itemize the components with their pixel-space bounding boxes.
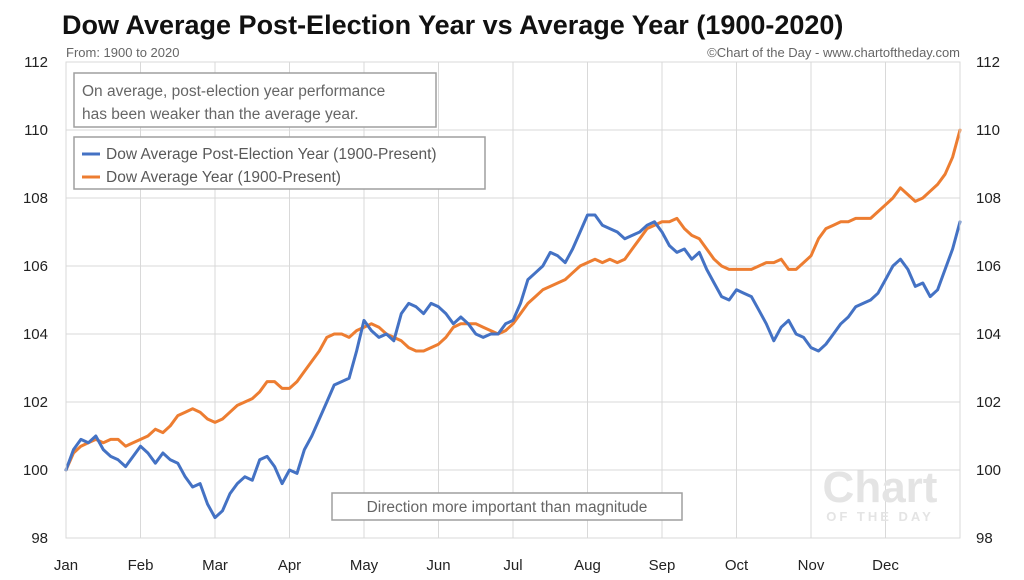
x-tick-label: Jul [503, 557, 522, 574]
y-tick-label-right: 108 [976, 190, 1001, 207]
annotation-bottom: Direction more important than magnitude [331, 492, 683, 521]
annotation-top-line-1: On average, post-election year performan… [82, 83, 385, 100]
y-tick-label-left: 110 [24, 122, 48, 139]
x-tick-label: Mar [202, 557, 228, 574]
x-tick-label: Dec [872, 557, 899, 574]
y-tick-label-right: 106 [976, 258, 1001, 275]
annotation-top-line-2: has been weaker than the average year. [82, 106, 359, 123]
y-tick-label-right: 112 [976, 54, 1000, 71]
subtitle-left: From: 1900 to 2020 [66, 45, 179, 60]
watermark: Chart OF THE DAY [823, 463, 938, 524]
y-tick-label-left: 104 [23, 326, 48, 343]
y-tick-label-left: 106 [23, 258, 48, 275]
x-tick-label: Jan [54, 557, 78, 574]
annotation-bottom-box [331, 492, 683, 521]
y-tick-label-left: 112 [24, 54, 48, 71]
annotation-top-box [73, 72, 437, 128]
series-line-average [64, 128, 962, 472]
y-tick-label-right: 110 [976, 122, 1000, 139]
y-tick-label-right: 102 [976, 394, 1001, 411]
plot-border [65, 61, 961, 539]
series-line-post-election [64, 213, 962, 520]
legend-label-post-election: Dow Average Post-Election Year (1900-Pre… [106, 146, 437, 163]
x-axis: Jan Feb Mar Apr May Jun Jul Aug Sep Oct Nov Dec [54, 557, 899, 574]
watermark-subword: OF THE DAY [826, 509, 934, 524]
y-axis-right: 98 100 102 104 106 108 110 112 [976, 54, 1001, 547]
subtitle-right: ©Chart of the Day - www.chartoftheday.co… [707, 45, 960, 60]
x-tick-label: Sep [649, 557, 676, 574]
legend: Dow Average Post-Election Year (1900-Pre… [73, 136, 486, 190]
x-tick-label: Oct [725, 557, 749, 574]
y-tick-label-left: 98 [31, 530, 48, 547]
y-tick-label-left: 108 [23, 190, 48, 207]
y-tick-label-right: 104 [976, 326, 1001, 343]
x-tick-label: Nov [798, 557, 825, 574]
legend-box [73, 136, 486, 190]
legend-label-average: Dow Average Year (1900-Present) [106, 169, 341, 186]
y-tick-label-right: 98 [976, 530, 993, 547]
annotation-top: On average, post-election year performan… [73, 72, 437, 128]
y-tick-label-left: 100 [23, 462, 48, 479]
y-axis-left: 98 100 102 104 106 108 110 112 [23, 54, 48, 547]
x-tick-label: Apr [278, 557, 301, 574]
y-tick-label-left: 102 [23, 394, 48, 411]
x-tick-label: Jun [426, 557, 450, 574]
annotation-bottom-text: Direction more important than magnitude [367, 499, 648, 516]
series-lines [64, 128, 962, 520]
chart-title: Dow Average Post-Election Year vs Averag… [62, 10, 843, 40]
y-tick-label-right: 100 [976, 462, 1001, 479]
x-tick-label: Feb [128, 557, 154, 574]
x-tick-label: Aug [574, 557, 601, 574]
watermark-word: Chart [823, 463, 938, 512]
x-tick-label: May [350, 557, 379, 574]
